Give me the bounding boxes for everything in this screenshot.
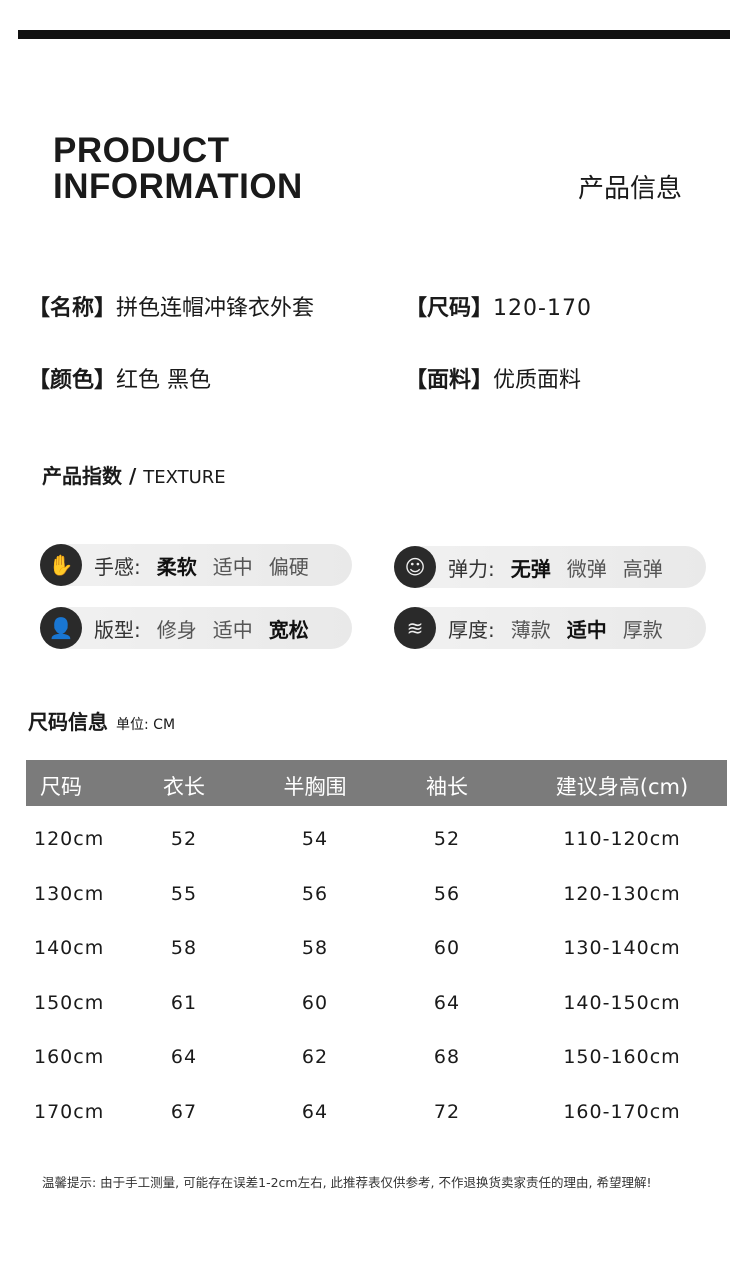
page-title: PRODUCT INFORMATION (53, 133, 303, 205)
column-header: 尺码 (40, 775, 82, 799)
table-row: 120cm 52 54 52 110-120cm (26, 828, 727, 858)
info-fabric: 【面料】优质面料 (405, 368, 582, 393)
table-row: 140cm 58 58 60 130-140cm (26, 937, 727, 967)
size-table-header: 尺码 衣长 半胸围 袖长 建议身高(cm) (26, 760, 727, 806)
texture-option: 厚款 (622, 617, 663, 642)
table-cell: 140cm (34, 937, 105, 960)
texture-option: 高弹 (622, 556, 663, 581)
size-heading: 尺码信息 单位: CM (28, 710, 176, 734)
table-cell: 60 (301, 991, 329, 1014)
texture-option: 无弹 (510, 556, 551, 581)
table-cell: 52 (170, 828, 198, 850)
table-row: 170cm 67 64 72 160-170cm (26, 1101, 727, 1131)
footnote: 温馨提示: 由于手工测量, 可能存在误差1-2cm左右, 此推荐表仅供参考, 不… (42, 1175, 652, 1190)
table-cell: 56 (301, 882, 329, 905)
table-cell: 160-170cm (563, 1101, 681, 1123)
table-cell: 58 (301, 937, 329, 960)
table-cell: 60 (433, 937, 461, 960)
table-cell: 150cm (34, 991, 105, 1014)
table-cell: 68 (433, 1046, 461, 1069)
table-cell: 130-140cm (563, 937, 681, 960)
texture-item: ☺ 弹力: 无弹 微弹 高弹 (394, 546, 706, 588)
texture-item: ✋ 手感: 柔软 适中 偏硬 (40, 544, 352, 586)
table-row: 150cm 61 60 64 140-150cm (26, 992, 727, 1022)
hand-feel-icon: ✋ (40, 544, 82, 586)
thickness-icon: ≋ (394, 607, 436, 649)
info-name: 【名称】拼色连帽冲锋衣外套 (28, 296, 315, 321)
table-cell: 58 (170, 937, 198, 960)
top-divider (18, 30, 730, 39)
column-header: 半胸围 (283, 775, 347, 799)
table-cell: 120cm (34, 828, 105, 850)
texture-heading: 产品指数 / TEXTURE (42, 464, 226, 488)
texture-option: 适中 (212, 617, 253, 642)
texture-option: 宽松 (268, 617, 309, 642)
table-cell: 55 (170, 882, 198, 905)
table-cell: 62 (301, 1046, 329, 1069)
texture-option: 适中 (566, 617, 607, 642)
texture-option: 修身 (156, 617, 197, 642)
table-cell: 160cm (34, 1046, 105, 1069)
table-cell: 64 (170, 1046, 198, 1069)
texture-label: 弹力: (448, 556, 495, 581)
info-color: 【颜色】红色 黑色 (28, 368, 212, 393)
table-cell: 120-130cm (563, 882, 681, 905)
table-cell: 61 (170, 991, 198, 1014)
table-cell: 52 (433, 828, 461, 850)
fit-person-icon: 👤 (40, 607, 82, 649)
table-cell: 64 (433, 991, 461, 1014)
title-cn: 产品信息 (578, 174, 683, 204)
texture-option: 薄款 (510, 617, 551, 642)
texture-option: 柔软 (156, 554, 197, 579)
table-cell: 110-120cm (563, 828, 681, 850)
column-header: 衣长 (163, 775, 205, 799)
table-row: 160cm 64 62 68 150-160cm (26, 1046, 727, 1076)
table-cell: 170cm (34, 1101, 105, 1123)
texture-option: 微弹 (566, 556, 607, 581)
texture-item: 👤 版型: 修身 适中 宽松 (40, 607, 352, 649)
table-cell: 72 (433, 1101, 461, 1123)
column-header: 袖长 (426, 775, 468, 799)
column-header: 建议身高(cm) (555, 775, 689, 799)
table-cell: 64 (301, 1101, 329, 1123)
table-cell: 140-150cm (563, 991, 681, 1014)
info-size: 【尺码】120-170 (405, 296, 592, 321)
texture-item: ≋ 厚度: 薄款 适中 厚款 (394, 607, 706, 649)
table-cell: 56 (433, 882, 461, 905)
texture-label: 厚度: (448, 617, 495, 642)
table-cell: 54 (301, 828, 329, 850)
title-line-2: INFORMATION (53, 167, 303, 206)
table-row: 130cm 55 56 56 120-130cm (26, 883, 727, 913)
texture-label: 版型: (94, 617, 141, 642)
table-cell: 150-160cm (563, 1046, 681, 1069)
elasticity-icon: ☺ (394, 546, 436, 588)
table-cell: 67 (170, 1101, 198, 1123)
texture-option: 适中 (212, 554, 253, 579)
texture-option: 偏硬 (268, 554, 309, 579)
title-line-1: PRODUCT (53, 131, 230, 170)
texture-label: 手感: (94, 554, 141, 579)
table-cell: 130cm (34, 882, 105, 905)
